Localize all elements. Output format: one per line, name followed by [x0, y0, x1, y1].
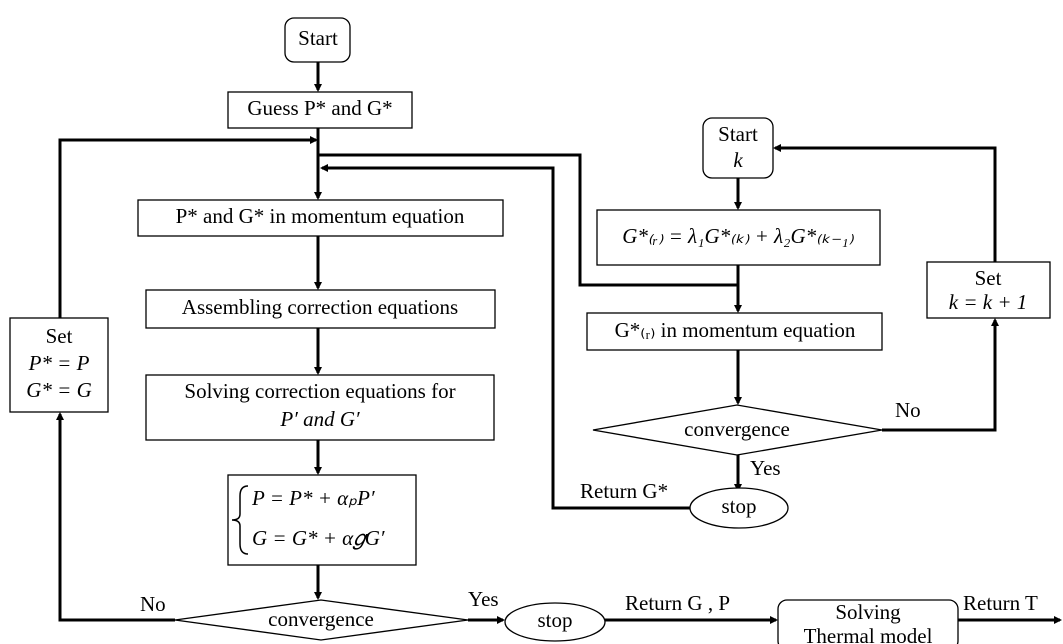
node-label: convergence — [684, 417, 790, 441]
terminal-node — [504, 602, 606, 642]
process-node — [596, 209, 881, 266]
edge-label: Return T — [963, 591, 1038, 615]
node-label: Solving correction equations for — [184, 379, 455, 403]
edge-label: Return G , P — [625, 591, 730, 615]
node-label: G*₍ᵣ₎ = λ₁G*₍ₖ₎ + λ₂G*₍ₖ₋₁₎ — [622, 224, 854, 248]
node-label: Assembling correction equations — [182, 295, 458, 319]
terminal-node — [689, 487, 789, 529]
start-node — [702, 117, 774, 179]
node-label: convergence — [268, 607, 374, 631]
node-label: G* = G — [26, 378, 92, 402]
decision-node — [174, 599, 469, 641]
process-node — [227, 91, 413, 129]
node-label: Set — [975, 266, 1002, 290]
node-label: Set — [46, 324, 73, 348]
node-label: Start — [298, 26, 338, 50]
node-label: P = P* + αₚP′ — [251, 486, 375, 510]
edge-label: Yes — [750, 456, 781, 480]
node-label: k = k + 1 — [949, 290, 1027, 314]
node-label: stop — [537, 608, 572, 632]
edge-label: Return G* — [580, 479, 668, 503]
node-label: k — [733, 148, 743, 172]
decision-node — [592, 404, 883, 456]
start-node — [284, 17, 351, 63]
node-label: P′ and G′ — [279, 407, 360, 431]
node-label: G*₍ᵣ₎ in momentum equation — [615, 318, 856, 342]
process-node — [145, 289, 496, 329]
brace — [231, 485, 249, 555]
process-node — [777, 599, 959, 644]
node-label: Start — [718, 122, 758, 146]
node-label: Guess P* and G* — [247, 96, 392, 120]
process-node — [227, 474, 417, 566]
node-label: Solving — [835, 600, 901, 624]
edge-label: No — [140, 592, 166, 616]
process-node — [145, 374, 495, 441]
node-label: stop — [721, 494, 756, 518]
process-node — [586, 312, 883, 351]
edge-label: Yes — [468, 587, 499, 611]
process-node — [9, 317, 109, 413]
node-label: P* = P — [28, 351, 90, 375]
node-label: G = G* + α𝑔G′ — [252, 526, 385, 550]
connectors — [56, 62, 1062, 624]
node-label: P* and G* in momentum equation — [176, 204, 465, 228]
process-node — [137, 199, 504, 237]
edge-label: No — [895, 398, 921, 422]
process-node — [926, 261, 1051, 319]
node-label: Thermal model — [804, 624, 933, 644]
